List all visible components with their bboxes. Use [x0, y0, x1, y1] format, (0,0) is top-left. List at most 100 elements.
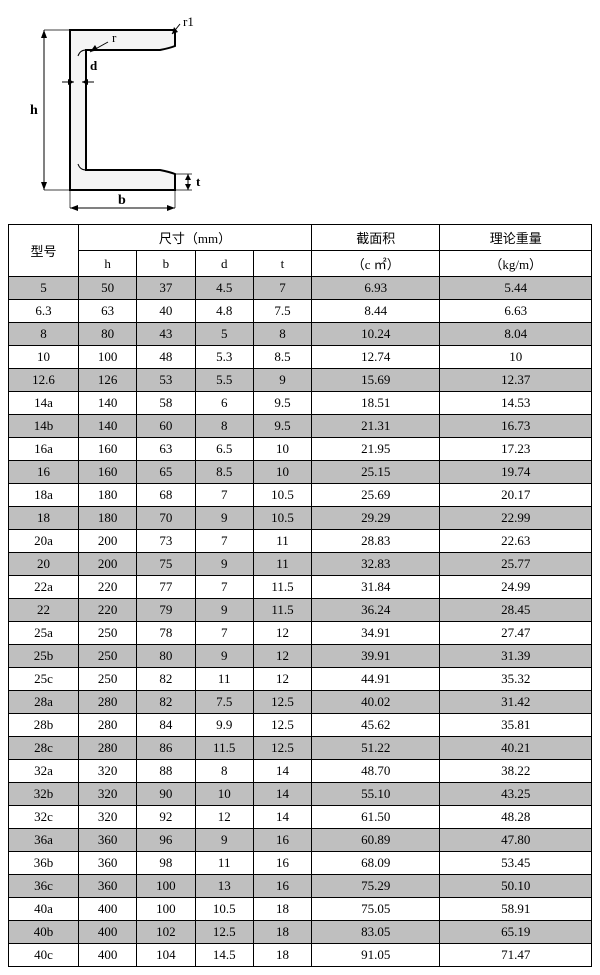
cell-h: 220: [78, 599, 136, 622]
cell-t: 14: [253, 783, 311, 806]
cell-area: 44.91: [312, 668, 440, 691]
cell-wt: 65.19: [440, 921, 592, 944]
cell-d: 10: [195, 783, 253, 806]
cell-wt: 25.77: [440, 553, 592, 576]
cell-t: 9: [253, 369, 311, 392]
table-row: 16a160636.51021.9517.23: [9, 438, 592, 461]
table-row: 2222079911.536.2428.45: [9, 599, 592, 622]
cell-b: 73: [137, 530, 195, 553]
cell-d: 6: [195, 392, 253, 415]
channel-diagram-svg: h b d t r r1: [20, 12, 240, 212]
cell-model: 12.6: [9, 369, 79, 392]
table-row: 14b1406089.521.3116.73: [9, 415, 592, 438]
cell-b: 84: [137, 714, 195, 737]
table-row: 40b40010212.51883.0565.19: [9, 921, 592, 944]
cell-b: 43: [137, 323, 195, 346]
table-row: 12.6126535.5915.6912.37: [9, 369, 592, 392]
cell-h: 140: [78, 415, 136, 438]
cell-d: 7: [195, 622, 253, 645]
cell-t: 11.5: [253, 599, 311, 622]
cell-d: 9: [195, 553, 253, 576]
cell-wt: 31.42: [440, 691, 592, 714]
cell-t: 9.5: [253, 392, 311, 415]
table-row: 32c32092121461.5048.28: [9, 806, 592, 829]
cell-t: 7: [253, 277, 311, 300]
cell-h: 360: [78, 829, 136, 852]
cell-d: 5.5: [195, 369, 253, 392]
cell-t: 18: [253, 944, 311, 967]
cell-h: 160: [78, 461, 136, 484]
cell-t: 18: [253, 921, 311, 944]
cell-area: 25.69: [312, 484, 440, 507]
cell-wt: 22.63: [440, 530, 592, 553]
table-row: 32a3208881448.7038.22: [9, 760, 592, 783]
cell-t: 16: [253, 875, 311, 898]
cell-area: 91.05: [312, 944, 440, 967]
label-r: r: [112, 30, 117, 45]
cell-h: 100: [78, 346, 136, 369]
cell-area: 75.29: [312, 875, 440, 898]
cell-t: 12: [253, 645, 311, 668]
cell-b: 86: [137, 737, 195, 760]
header-weight-unit: （kg/m）: [440, 251, 592, 277]
table-row: 36a3609691660.8947.80: [9, 829, 592, 852]
table-row: 16160658.51025.1519.74: [9, 461, 592, 484]
cell-area: 60.89: [312, 829, 440, 852]
cell-b: 92: [137, 806, 195, 829]
table-row: 36c360100131675.2950.10: [9, 875, 592, 898]
cell-b: 100: [137, 898, 195, 921]
cell-b: 48: [137, 346, 195, 369]
cell-b: 68: [137, 484, 195, 507]
cell-d: 9: [195, 507, 253, 530]
cell-t: 8: [253, 323, 311, 346]
cell-wt: 47.80: [440, 829, 592, 852]
cell-t: 12: [253, 668, 311, 691]
table-row: 25c25082111244.9135.32: [9, 668, 592, 691]
cell-area: 34.91: [312, 622, 440, 645]
cell-wt: 19.74: [440, 461, 592, 484]
cell-b: 65: [137, 461, 195, 484]
cell-h: 280: [78, 714, 136, 737]
cell-wt: 24.99: [440, 576, 592, 599]
cell-t: 12.5: [253, 691, 311, 714]
cell-t: 8.5: [253, 346, 311, 369]
cell-b: 98: [137, 852, 195, 875]
cell-model: 18a: [9, 484, 79, 507]
cell-d: 4.5: [195, 277, 253, 300]
cell-d: 11.5: [195, 737, 253, 760]
channel-section-diagram: h b d t r r1: [8, 8, 592, 224]
cell-area: 29.29: [312, 507, 440, 530]
cell-wt: 16.73: [440, 415, 592, 438]
cell-b: 58: [137, 392, 195, 415]
cell-area: 36.24: [312, 599, 440, 622]
cell-h: 360: [78, 875, 136, 898]
cell-b: 77: [137, 576, 195, 599]
cell-d: 12.5: [195, 921, 253, 944]
cell-model: 28b: [9, 714, 79, 737]
cell-model: 25a: [9, 622, 79, 645]
cell-d: 9: [195, 599, 253, 622]
cell-t: 10.5: [253, 507, 311, 530]
cell-h: 320: [78, 806, 136, 829]
cell-d: 12: [195, 806, 253, 829]
cell-model: 36a: [9, 829, 79, 852]
cell-b: 78: [137, 622, 195, 645]
cell-h: 250: [78, 622, 136, 645]
cell-model: 20: [9, 553, 79, 576]
header-model: 型号: [9, 225, 79, 277]
cell-model: 16a: [9, 438, 79, 461]
header-h: h: [78, 251, 136, 277]
label-b: b: [118, 193, 126, 208]
cell-model: 32b: [9, 783, 79, 806]
cell-d: 8: [195, 415, 253, 438]
cell-model: 6.3: [9, 300, 79, 323]
cell-area: 15.69: [312, 369, 440, 392]
table-row: 202007591132.8325.77: [9, 553, 592, 576]
cell-area: 12.74: [312, 346, 440, 369]
cell-wt: 58.91: [440, 898, 592, 921]
cell-h: 200: [78, 553, 136, 576]
cell-d: 9: [195, 645, 253, 668]
cell-t: 14: [253, 760, 311, 783]
cell-b: 100: [137, 875, 195, 898]
cell-model: 14a: [9, 392, 79, 415]
